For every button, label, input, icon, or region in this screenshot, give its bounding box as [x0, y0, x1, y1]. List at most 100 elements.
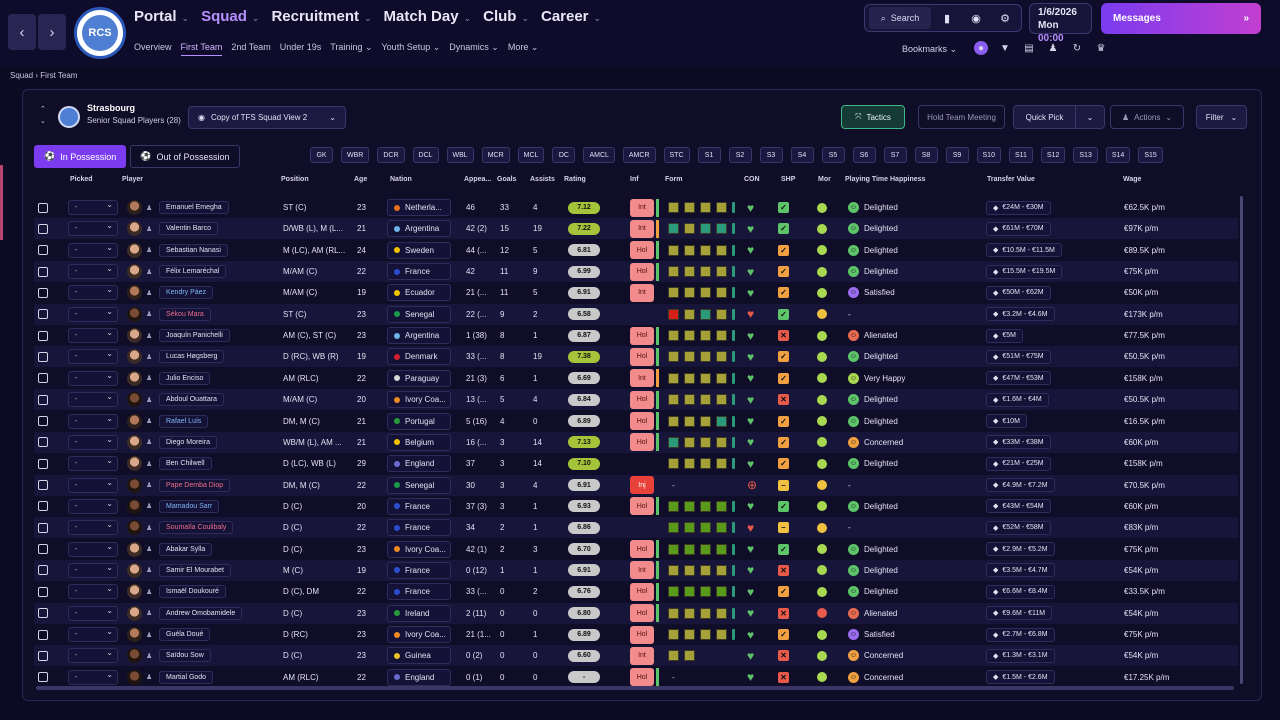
player-name[interactable]: Julio Enciso: [159, 368, 211, 389]
table-row[interactable]: - ⌄ ♟ Ben Chilwell D (LC), WB (L) 29 Engl…: [34, 453, 1238, 474]
picked-select[interactable]: - ⌄: [68, 581, 118, 602]
staff-icon[interactable]: ♟: [1048, 42, 1058, 54]
col-picked[interactable]: Picked: [70, 176, 93, 183]
position-filter-s8[interactable]: S8: [914, 147, 938, 163]
col-form[interactable]: Form: [665, 176, 683, 183]
table-row[interactable]: - ⌄ ♟ Ismaël Doukouré D (C), DM 22 France…: [34, 581, 1238, 602]
select-checkbox[interactable]: [38, 475, 48, 496]
select-checkbox[interactable]: [38, 432, 48, 453]
breadcrumb-squad[interactable]: Squad: [10, 71, 34, 80]
position-filter-s7[interactable]: S7: [883, 147, 907, 163]
chat-icon[interactable]: ●: [974, 41, 988, 55]
player-name[interactable]: Joaquín Panichelli: [159, 325, 230, 346]
player-name[interactable]: Sebastian Nanasi: [159, 240, 228, 261]
player-nation[interactable]: Ireland: [387, 603, 451, 624]
select-checkbox[interactable]: [38, 517, 48, 538]
col-goals[interactable]: Goals: [497, 176, 517, 183]
select-checkbox[interactable]: [38, 453, 48, 474]
select-checkbox[interactable]: [38, 218, 48, 239]
transfer-value[interactable]: ◆ €47M - €53M: [986, 368, 1051, 389]
transfer-value[interactable]: ◆ €2.7M - €6.8M: [986, 624, 1055, 645]
select-checkbox[interactable]: [38, 261, 48, 282]
col-wage[interactable]: Wage: [1123, 176, 1142, 183]
col-nation[interactable]: Nation: [390, 176, 412, 183]
picked-select[interactable]: - ⌄: [68, 240, 118, 261]
position-filter-s9[interactable]: S9: [945, 147, 969, 163]
table-row[interactable]: - ⌄ ♟ Diego Moreira WB/M (L), AM ... 21 B…: [34, 431, 1238, 453]
picked-select[interactable]: - ⌄: [68, 346, 118, 367]
table-row[interactable]: - ⌄ ♟ Samir El Mourabet M (C) 19 France 0…: [34, 559, 1238, 581]
kit-shirt-icon[interactable]: ▼: [1000, 42, 1010, 54]
player-nation[interactable]: Paraguay: [387, 368, 451, 389]
position-filter-amcl[interactable]: AMCL: [583, 147, 615, 163]
picked-select[interactable]: - ⌄: [68, 389, 118, 410]
position-filter-s15[interactable]: S15: [1138, 147, 1163, 163]
table-row[interactable]: - ⌄ ♟ Sebastian Nanasi M (LC), AM (RL... …: [34, 240, 1238, 261]
player-name[interactable]: Ismaël Doukouré: [159, 581, 226, 602]
col-rating[interactable]: Rating: [564, 176, 586, 183]
col-transfer-value[interactable]: Transfer Value: [987, 176, 1035, 183]
table-row[interactable]: - ⌄ ♟ Kendry Páez M/AM (C) 19 Ecuador 21 …: [34, 282, 1238, 303]
transfer-value[interactable]: ◆ €33M - €38M: [986, 432, 1051, 453]
table-row[interactable]: - ⌄ ♟ Félix Lemaréchal M/AM (C) 22 France…: [34, 261, 1238, 283]
sub-nav-item[interactable]: Dynamics ⌄: [449, 42, 499, 52]
player-name[interactable]: Abakar Sylla: [159, 539, 213, 560]
position-filter-s14[interactable]: S14: [1105, 147, 1131, 163]
table-row[interactable]: - ⌄ ♟ Julio Enciso AM (RLC) 22 Paraguay 2…: [34, 368, 1238, 389]
table-row[interactable]: - ⌄ ♟ Valentin Barco D/WB (L), M (L... 21…: [34, 218, 1238, 240]
select-checkbox[interactable]: [38, 560, 48, 581]
position-filter-s12[interactable]: S12: [1040, 147, 1066, 163]
select-checkbox[interactable]: [38, 624, 48, 645]
col-apps[interactable]: Appea...: [464, 176, 492, 183]
select-checkbox[interactable]: [38, 645, 48, 666]
picked-select[interactable]: - ⌄: [68, 624, 118, 645]
picked-select[interactable]: - ⌄: [68, 453, 118, 474]
player-name[interactable]: Diego Moreira: [159, 432, 217, 453]
picked-select[interactable]: - ⌄: [68, 667, 118, 688]
position-filter-s4[interactable]: S4: [790, 147, 814, 163]
picked-select[interactable]: - ⌄: [68, 304, 118, 325]
actions-button[interactable]: ♟ Actions ⌄: [1110, 105, 1184, 129]
position-filter-mcr[interactable]: MCR: [481, 147, 510, 163]
player-nation[interactable]: Portugal: [387, 411, 451, 432]
col-mor[interactable]: Mor: [818, 176, 831, 183]
sub-nav-item[interactable]: Overview: [134, 42, 172, 52]
transfer-value[interactable]: ◆ €21M - €25M: [986, 453, 1051, 474]
transfer-value[interactable]: ◆ €1.3M - €3.1M: [986, 645, 1055, 666]
col-shp[interactable]: SHP: [781, 176, 796, 183]
col-inf[interactable]: Inf: [630, 176, 639, 183]
player-nation[interactable]: France: [387, 261, 451, 282]
player-name[interactable]: Valentin Barco: [159, 218, 219, 239]
main-nav-squad[interactable]: Squad ⌄: [201, 8, 259, 25]
player-nation[interactable]: Guinea: [387, 645, 451, 666]
position-filter-s3[interactable]: S3: [759, 147, 783, 163]
transfer-value[interactable]: ◆ €50M - €62M: [986, 282, 1051, 303]
transfer-value[interactable]: ◆ €24M - €30M: [986, 197, 1051, 218]
position-filter-s2[interactable]: S2: [728, 147, 752, 163]
picked-select[interactable]: - ⌄: [68, 496, 118, 517]
select-checkbox[interactable]: [38, 667, 48, 688]
player-name[interactable]: Ben Chilwell: [159, 453, 212, 474]
hold-team-meeting-button[interactable]: Hold Team Meeting: [918, 105, 1005, 129]
notebook-icon[interactable]: ▮: [943, 12, 951, 25]
select-checkbox[interactable]: [38, 389, 48, 410]
messages-button[interactable]: Messages »: [1101, 3, 1261, 34]
settings-gear-icon[interactable]: ⚙: [1000, 12, 1010, 25]
main-nav-portal[interactable]: Portal ⌄: [134, 8, 189, 25]
col-age[interactable]: Age: [354, 176, 368, 183]
position-filter-wbr[interactable]: WBR: [341, 147, 370, 163]
player-nation[interactable]: Ivory Coa...: [387, 539, 451, 560]
player-name[interactable]: Abdoul Ouattara: [159, 389, 224, 410]
table-row[interactable]: - ⌄ ♟ Rafael Luís DM, M (C) 21 Portugal 5…: [34, 411, 1238, 432]
col-playing-time[interactable]: Playing Time Happiness: [845, 176, 926, 183]
col-con[interactable]: CON: [744, 176, 760, 183]
transfer-value[interactable]: ◆ €61M - €70M: [986, 218, 1051, 239]
select-checkbox[interactable]: [38, 368, 48, 389]
player-name[interactable]: Samir El Mourabet: [159, 560, 231, 581]
vertical-scrollbar[interactable]: [1240, 196, 1243, 684]
transfer-value[interactable]: ◆ €4.9M - €7.2M: [986, 475, 1055, 496]
picked-select[interactable]: - ⌄: [68, 645, 118, 666]
player-nation[interactable]: Belgium: [387, 432, 451, 453]
horizontal-scrollbar[interactable]: [36, 686, 1234, 690]
table-row[interactable]: - ⌄ ♟ Abdoul Ouattara M/AM (C) 20 Ivory C…: [34, 389, 1238, 411]
